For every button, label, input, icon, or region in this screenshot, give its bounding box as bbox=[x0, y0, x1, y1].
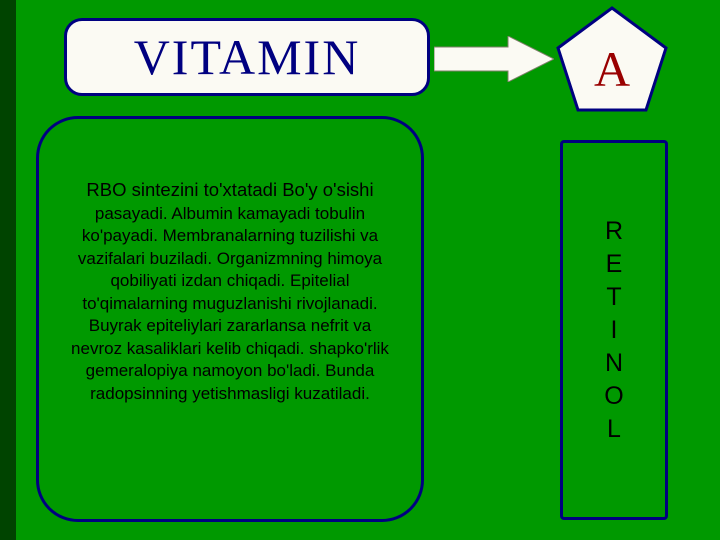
vertical-word-panel: R E T I N O L bbox=[560, 140, 668, 520]
pentagon-letter: A bbox=[556, 40, 668, 98]
title-text: VITAMIN bbox=[134, 28, 361, 86]
body-paragraph: pasayadi. Albumin kamayadi tobulin ko'pa… bbox=[63, 203, 397, 405]
slide-canvas: VITAMIN A RBO sintezini to'xtatadi Bo'y … bbox=[0, 0, 720, 540]
block-arrow-icon bbox=[434, 36, 554, 87]
left-accent-stripe bbox=[0, 0, 16, 540]
body-panel: RBO sintezini to'xtatadi Bo'y o'sishi pa… bbox=[36, 116, 424, 522]
title-box: VITAMIN bbox=[64, 18, 430, 96]
body-lead-text: RBO sintezini to'xtatadi Bo'y o'sishi bbox=[63, 179, 397, 201]
pentagon-badge: A bbox=[556, 6, 668, 112]
vertical-word-text: R E T I N O L bbox=[604, 215, 623, 446]
arrow-shape bbox=[434, 36, 554, 82]
